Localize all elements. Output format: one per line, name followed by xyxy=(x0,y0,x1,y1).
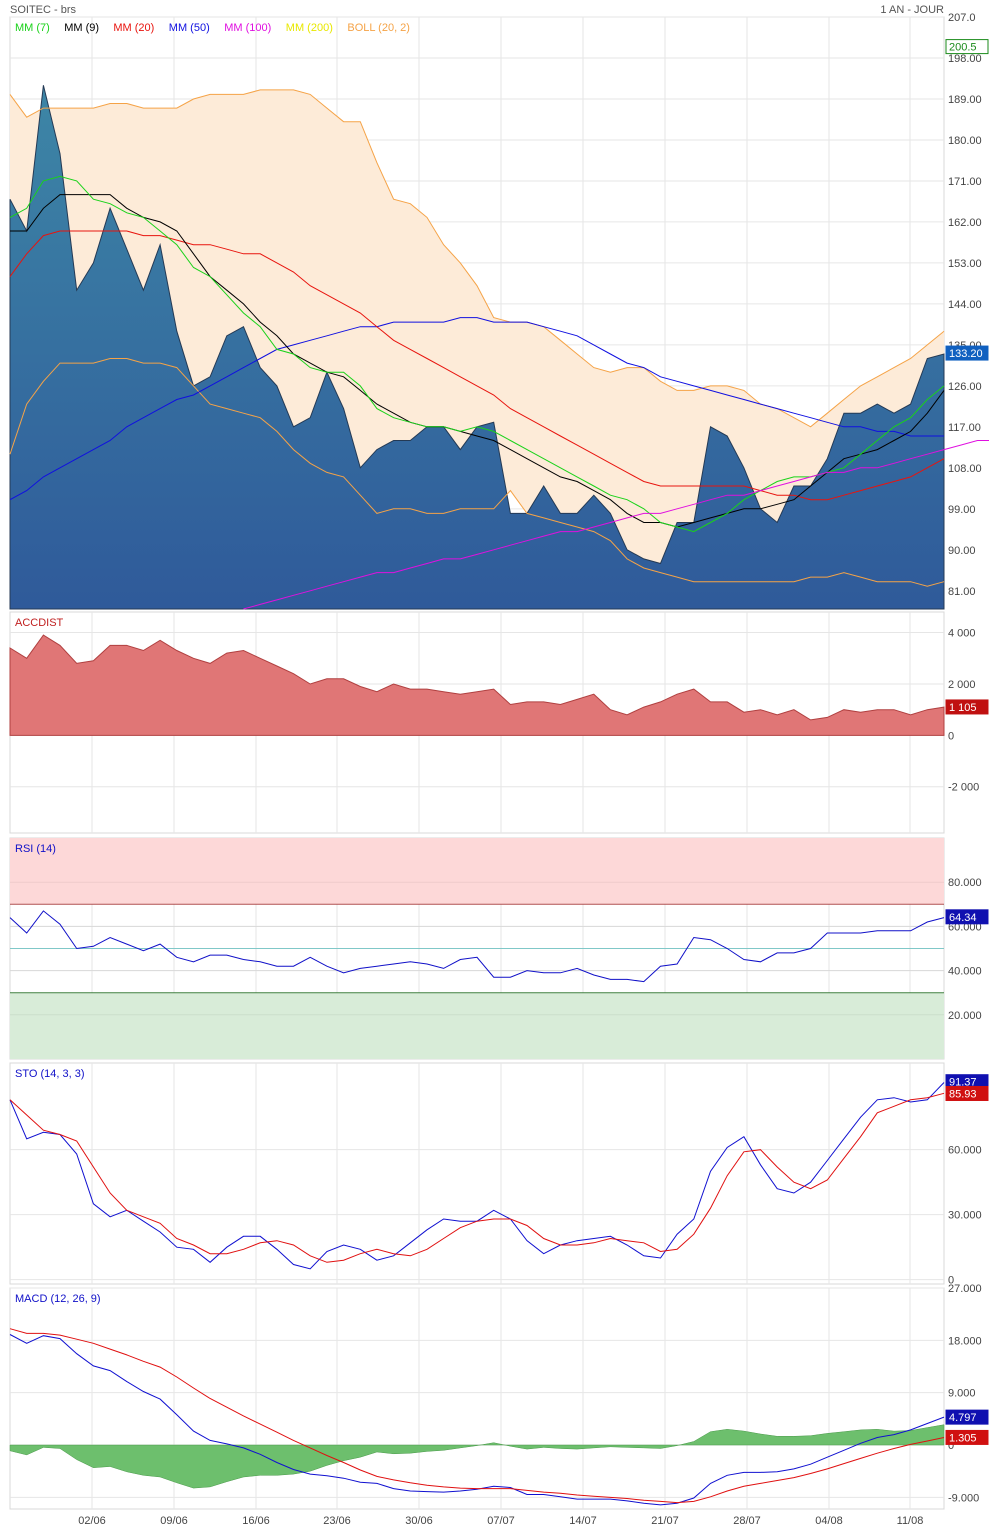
price-legend-item: MM (100) xyxy=(224,22,271,34)
price-tick-label: 144.00 xyxy=(948,299,982,311)
sto-tick-label: 60.000 xyxy=(948,1145,982,1157)
rsi-value-badge xyxy=(945,909,989,925)
price-tick-label: 99.00 xyxy=(948,504,976,516)
ma9-line xyxy=(10,194,945,528)
x-tick-label: 30/06 xyxy=(405,1515,433,1527)
x-tick-label: 16/06 xyxy=(242,1515,270,1527)
x-tick-label: 14/07 xyxy=(569,1515,597,1527)
price-tick-label: 81.00 xyxy=(948,586,976,598)
price-legend-item: MM (200) xyxy=(286,22,333,34)
x-tick-label: 23/06 xyxy=(323,1515,351,1527)
rsi-tick-label: 60.000 xyxy=(948,921,982,933)
price-legend-item: MM (7) xyxy=(15,22,50,34)
macd-histogram xyxy=(9,1424,945,1489)
rsi-value-badge-label: 64.34 xyxy=(949,912,977,924)
sto-value-badge-label: 91.37 xyxy=(949,1077,977,1089)
ma50-line xyxy=(9,317,944,501)
price-tick-label: 117.00 xyxy=(948,422,981,434)
price-tick-label: 171.00 xyxy=(948,176,982,188)
price-value-badge-label: 133.20 xyxy=(949,348,983,360)
accdist-tick-label: 0 xyxy=(948,730,954,742)
rsi-oversold-zone xyxy=(10,992,944,1059)
macd-value-badge-label: 1.305 xyxy=(949,1432,977,1444)
macd-tick-label: 27.000 xyxy=(948,1283,982,1295)
macd-value-badge xyxy=(945,1429,989,1445)
price-tick-label: 90.00 xyxy=(948,545,976,557)
sto-frame xyxy=(9,1062,945,1285)
price-value-badge xyxy=(945,39,989,55)
price-value-badge xyxy=(945,345,989,361)
x-tick-label: 28/07 xyxy=(733,1515,761,1527)
chart-period: 1 AN - JOUR xyxy=(880,4,944,16)
price-tick-label: 108.00 xyxy=(948,463,982,475)
price-panel: 81.0090.0099.00108.00117.00126.00135.001… xyxy=(9,12,989,610)
macd-tick-label: 18.000 xyxy=(948,1335,982,1347)
macd-tick-label: 9.000 xyxy=(948,1388,976,1400)
bollinger-upper-line xyxy=(9,89,945,428)
price-legend-item: MM (50) xyxy=(169,22,210,34)
rsi-tick-label: 20.000 xyxy=(948,1010,982,1022)
price-tick-label: 207.0 xyxy=(948,12,976,24)
sto-legend-item: STO (14, 3, 3) xyxy=(15,1068,85,1080)
price-legend-item: MM (9) xyxy=(64,22,99,34)
price-area xyxy=(9,85,945,610)
sto-tick-label: 30.000 xyxy=(948,1210,982,1222)
x-axis: 02/06 09/06 16/06 23/06 30/06 07/07 14/07 21/07… xyxy=(78,1515,923,1527)
price-tick-label: 189.00 xyxy=(948,94,982,106)
macd-legend-item: MACD (12, 26, 9) xyxy=(15,1293,101,1305)
chart-title: SOITEC - brs xyxy=(10,4,77,16)
price-tick-label: 162.00 xyxy=(948,217,982,229)
sto-tick-label: 0 xyxy=(948,1275,954,1287)
x-tick-label: 11/08 xyxy=(897,1515,924,1527)
x-tick-label: 07/07 xyxy=(487,1515,515,1527)
price-tick-label: 180.00 xyxy=(948,135,982,147)
x-tick-label: 09/06 xyxy=(160,1515,188,1527)
rsi-tick-label: 40.000 xyxy=(948,966,982,978)
sto-d-line xyxy=(9,1092,945,1263)
rsi-tick-label: 80.000 xyxy=(948,877,982,889)
macd-tick-label: 0 xyxy=(948,1440,954,1452)
macd-value-badge xyxy=(945,1409,989,1425)
accdist-value-badge xyxy=(945,699,989,715)
sto-value-badge-label: 85.93 xyxy=(949,1088,977,1100)
macd-macd-line xyxy=(9,1334,945,1506)
ma20-line xyxy=(9,230,945,501)
accdist-legend-item: ACCDIST xyxy=(15,617,64,629)
accdist-value-badge-label: 1 105 xyxy=(949,702,977,714)
rsi-legend-item: RSI (14) xyxy=(15,843,56,855)
price-tick-label: 198.00 xyxy=(948,53,982,65)
macd-panel: -9.000 0 9.000 18.000 27.000 MACD (12, 26, 9)… xyxy=(9,1283,989,1510)
x-tick-label: 02/06 xyxy=(78,1515,106,1527)
price-tick-label: 126.00 xyxy=(948,381,982,393)
ma100-line xyxy=(243,440,989,610)
accdist-panel: -2 000 0 2 000 4 000 ACCDIST 1 105 xyxy=(9,611,989,834)
accdist-tick-label: 4 000 xyxy=(948,628,976,640)
rsi-line xyxy=(9,910,945,983)
macd-signal-line xyxy=(9,1328,945,1504)
x-tick-label: 04/08 xyxy=(815,1515,843,1527)
sto-value-badge xyxy=(945,1085,989,1101)
price-legend-item: BOLL (20, 2) xyxy=(347,22,410,34)
macd-tick-label: -9.000 xyxy=(948,1492,979,1504)
accdist-area xyxy=(9,634,945,736)
rsi-overbought-zone xyxy=(10,838,944,905)
rsi-panel: 20.000 40.000 60.000 80.000 RSI (14) 64.34 xyxy=(9,837,989,1060)
chart-panels: 81.0090.0099.00108.00117.00126.00135.001… xyxy=(9,12,989,1527)
accdist-tick-label: 2 000 xyxy=(948,679,976,691)
price-legend-item: MM (20) xyxy=(113,22,154,34)
x-tick-label: 21/07 xyxy=(651,1515,679,1527)
price-tick-label: 153.00 xyxy=(948,258,982,270)
price-value-badge-label: 200.5 xyxy=(949,42,977,54)
ma7-line xyxy=(9,175,945,533)
accdist-tick-label: -2 000 xyxy=(948,782,979,794)
macd-value-badge-label: 4.797 xyxy=(949,1412,977,1424)
bollinger-lower-line xyxy=(9,358,945,587)
